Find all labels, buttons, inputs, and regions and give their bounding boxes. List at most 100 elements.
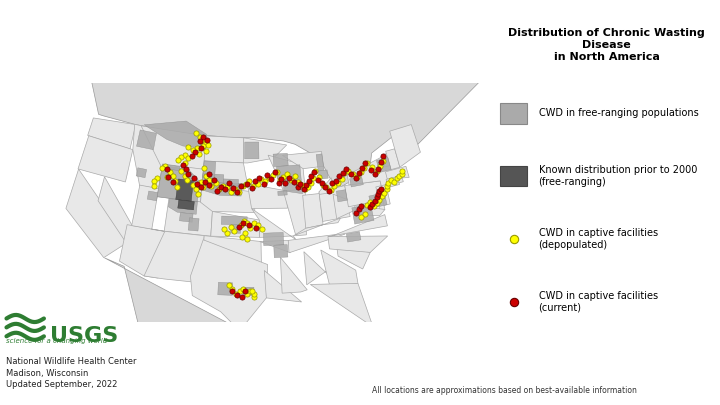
Point [195, 184, 207, 190]
Text: National Wildlife Health Center
Madison, Wisconsin
Updated September, 2022: National Wildlife Health Center Madison,… [6, 357, 137, 389]
Point [198, 134, 210, 141]
Point [292, 178, 304, 185]
Point [271, 169, 283, 175]
Point [391, 175, 402, 181]
Point [284, 175, 295, 181]
Point [167, 179, 179, 185]
Point [231, 189, 243, 195]
Point [176, 153, 187, 160]
Point [389, 178, 400, 185]
Point [202, 137, 213, 143]
Point [347, 171, 359, 177]
Point [328, 182, 340, 189]
Point [203, 171, 215, 177]
Point [305, 173, 317, 179]
Polygon shape [336, 190, 347, 202]
Point [210, 179, 221, 186]
Point [169, 178, 181, 184]
Point [316, 180, 328, 186]
Point [366, 164, 378, 171]
Point [266, 176, 277, 182]
Polygon shape [318, 170, 328, 179]
Text: CWD in free-ranging populations: CWD in free-ranging populations [539, 109, 698, 118]
Point [175, 168, 186, 174]
Point [194, 134, 205, 140]
Point [188, 175, 199, 181]
Point [373, 165, 384, 172]
Polygon shape [136, 168, 147, 178]
Point [182, 154, 194, 161]
Point [338, 170, 350, 176]
Polygon shape [243, 138, 287, 163]
Polygon shape [132, 185, 165, 231]
Point [219, 226, 230, 232]
Point [249, 178, 261, 184]
Point [274, 180, 285, 186]
Polygon shape [288, 234, 345, 253]
Point [245, 224, 256, 231]
Point [172, 156, 184, 163]
Polygon shape [284, 181, 302, 194]
Point [186, 152, 198, 159]
Point [202, 141, 214, 148]
Point [161, 166, 172, 172]
Point [296, 182, 307, 189]
Polygon shape [132, 124, 168, 189]
Polygon shape [347, 153, 399, 189]
Point [187, 147, 199, 153]
Point [230, 290, 242, 297]
Text: Known distribution prior to 2000
(free-ranging): Known distribution prior to 2000 (free-r… [539, 165, 697, 187]
Point [245, 288, 256, 295]
Point [377, 158, 389, 165]
Point [371, 200, 382, 206]
Point [323, 188, 335, 194]
Point [235, 183, 247, 190]
Text: CWD in captive facilities
(current): CWD in captive facilities (current) [539, 291, 657, 313]
Point [183, 143, 194, 150]
Point [256, 176, 267, 183]
Point [195, 178, 207, 185]
Point [277, 174, 289, 180]
Point [374, 162, 385, 169]
Point [381, 186, 392, 193]
Point [364, 198, 376, 205]
Point [343, 167, 354, 174]
Point [160, 163, 171, 169]
Polygon shape [276, 165, 302, 182]
Point [179, 160, 191, 166]
Point [354, 170, 365, 176]
Point [233, 189, 245, 195]
Text: CWD in captive facilities
(depopulated): CWD in captive facilities (depopulated) [539, 228, 657, 250]
Point [248, 291, 260, 297]
Point [181, 177, 193, 183]
Point [376, 192, 387, 199]
Polygon shape [316, 154, 324, 171]
Polygon shape [98, 177, 132, 241]
Polygon shape [202, 161, 248, 186]
Point [396, 171, 408, 177]
Polygon shape [293, 218, 341, 236]
Point [376, 186, 387, 192]
Point [233, 224, 244, 231]
Polygon shape [164, 198, 213, 236]
FancyBboxPatch shape [500, 166, 527, 186]
Polygon shape [178, 200, 194, 210]
Polygon shape [268, 155, 305, 191]
Point [246, 288, 258, 295]
Point [189, 148, 200, 155]
Point [369, 170, 381, 177]
Point [240, 181, 251, 187]
Point [237, 234, 248, 241]
Point [213, 185, 225, 192]
Point [177, 162, 189, 168]
Point [238, 286, 249, 292]
Point [365, 167, 377, 173]
Polygon shape [144, 231, 204, 283]
Point [252, 181, 264, 187]
Point [239, 230, 251, 237]
Polygon shape [260, 241, 290, 253]
Point [298, 186, 310, 193]
Point [379, 190, 390, 196]
Point [193, 151, 204, 157]
Point [307, 175, 319, 181]
